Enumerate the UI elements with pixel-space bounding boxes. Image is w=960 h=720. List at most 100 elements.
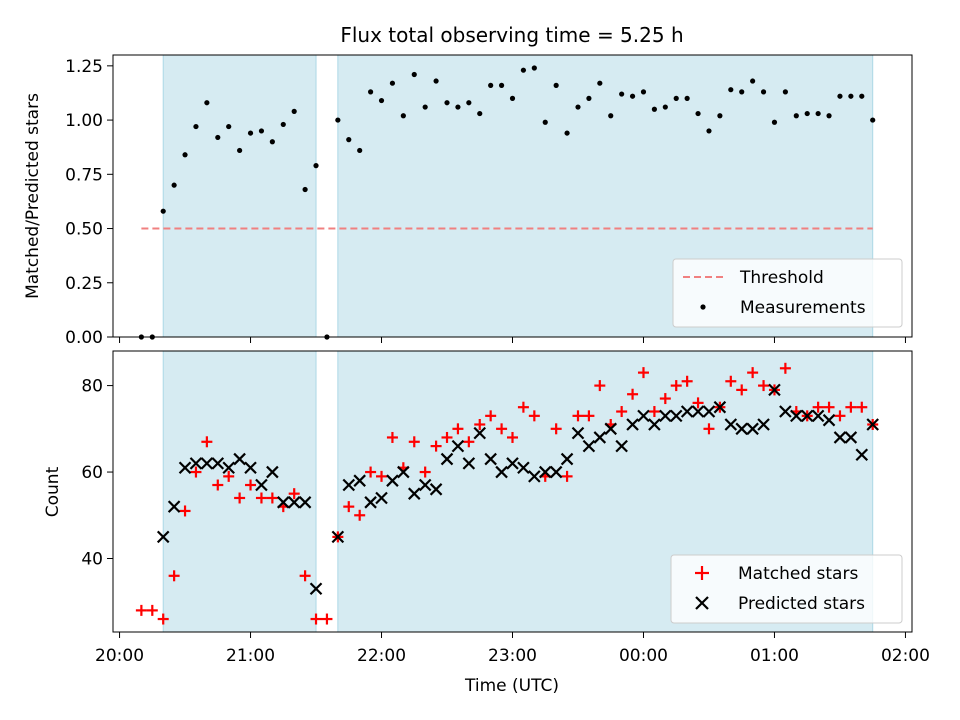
- matched-star-marker: [485, 410, 497, 422]
- measurement-point: [498, 82, 505, 88]
- y-tick-label: 0.25: [65, 274, 103, 294]
- measurement-point: [760, 89, 767, 95]
- matched-star-marker: [856, 401, 868, 413]
- y-tick-label: 1.00: [65, 111, 103, 131]
- measurement-point: [488, 82, 494, 88]
- predicted-star-marker: [484, 452, 497, 466]
- predicted-star-b: [298, 496, 312, 509]
- top-legend-box: [672, 258, 903, 328]
- predicted-star-marker: [473, 426, 487, 440]
- matched-star-marker: [747, 367, 759, 379]
- matched-star-marker: [681, 375, 693, 387]
- predicted-star-marker: [680, 405, 694, 418]
- measurement-point: [280, 121, 286, 128]
- matched-star-marker: [463, 436, 475, 448]
- predicted-star-b: [397, 465, 410, 479]
- predicted-star-marker: [244, 461, 257, 475]
- predicted-star-b: [222, 461, 235, 475]
- measurement-point: [629, 93, 636, 99]
- measurement-point: [739, 89, 745, 95]
- matched-star-marker: [528, 410, 540, 422]
- predicted-star-b: [702, 405, 716, 418]
- predicted-star-b: [648, 418, 661, 431]
- measurement-point: [706, 128, 712, 134]
- matched-star-marker: [452, 423, 464, 435]
- top-y-ticks: 0.00 0.25 0.50 0.75 1.00 1.25: [65, 57, 113, 348]
- measurement-point: [564, 130, 570, 136]
- y-tick-label: 0.75: [65, 165, 103, 185]
- predicted-star-b: [822, 413, 836, 427]
- matched-star-marker: [386, 431, 398, 443]
- predicted-star-marker: [866, 418, 879, 431]
- predicted-star-marker: [211, 457, 225, 470]
- matched-star-marker: [517, 401, 529, 413]
- predicted-star-b: [233, 452, 246, 466]
- matched-star-marker: [637, 367, 649, 379]
- predicted-star-marker: [746, 422, 759, 436]
- predicted-star-b: [768, 383, 781, 397]
- x-tick-label: 23:00: [488, 646, 537, 666]
- predicted-star-b: [866, 418, 879, 431]
- predicted-star-b: [637, 409, 650, 423]
- matched-star-marker: [834, 410, 846, 422]
- measurement-point: [619, 91, 625, 97]
- predicted-star-marker: [844, 431, 858, 444]
- measurement-point: [597, 80, 603, 86]
- matched-star-marker: [627, 388, 639, 400]
- bottom-x-ticks: 20:00 21:00 22:00 23:00 00:00 01:00 02:00: [95, 632, 930, 666]
- measurement-point: [608, 113, 614, 119]
- measurement-point: [237, 147, 243, 154]
- predicted-star-b: [669, 409, 683, 423]
- predicted-stars-legend-label: Predicted stars: [738, 594, 865, 614]
- matched-star-marker: [223, 470, 235, 482]
- measurements-legend-label: Measurements: [740, 298, 866, 318]
- predicted-star-marker: [604, 422, 618, 436]
- predicted-star-marker: [713, 400, 727, 414]
- y-tick-label: 60: [81, 463, 103, 483]
- matched-star-marker: [441, 431, 453, 443]
- matched-star-marker: [157, 613, 169, 625]
- matched-star-marker: [419, 466, 431, 478]
- matched-star-marker: [321, 613, 333, 625]
- predicted-star-b: [659, 409, 672, 423]
- matched-star-marker: [354, 509, 366, 521]
- y-tick-label: 0.00: [65, 328, 103, 348]
- measurement-point: [269, 139, 275, 145]
- measurements-legend-swatch: [700, 304, 706, 310]
- predicted-star-b: [167, 500, 181, 513]
- matched-stars-legend-label: Matched stars: [738, 564, 858, 584]
- predicted-star-marker: [779, 405, 792, 418]
- predicted-star-b: [440, 452, 454, 466]
- measurement-point: [368, 89, 374, 95]
- measurement-point: [542, 119, 548, 125]
- measurement-point: [531, 65, 537, 71]
- matched-star-marker: [779, 362, 791, 374]
- predicted-star-marker: [429, 483, 443, 496]
- bottom-legend-box: [670, 554, 903, 624]
- measurement-point: [182, 152, 188, 158]
- y-tick-label: 1.25: [65, 57, 103, 77]
- top-legend: Threshold Measurements: [672, 258, 903, 328]
- predicted-star-b: [844, 431, 858, 444]
- predicted-star-marker: [626, 418, 639, 431]
- predicted-star-marker: [506, 457, 519, 470]
- predicted-star-b: [779, 405, 792, 418]
- matched-star-marker: [725, 375, 737, 387]
- measurement-point: [193, 123, 199, 130]
- matched-star-marker: [343, 501, 355, 513]
- predicted-star-marker: [495, 465, 508, 479]
- predicted-star-b: [473, 426, 487, 440]
- measurement-point: [466, 100, 472, 106]
- threshold-legend-label: Threshold: [739, 268, 824, 288]
- matched-star-marker: [583, 410, 595, 422]
- top-x-ticks: [119, 337, 906, 343]
- measurement-point: [586, 95, 592, 101]
- predicted-star-marker: [287, 496, 301, 509]
- predicted-star-b: [790, 409, 803, 423]
- predicted-star-b: [528, 470, 541, 483]
- predicted-star-marker: [309, 582, 323, 596]
- predicted-star-b: [538, 465, 552, 479]
- predicted-star-b: [189, 457, 203, 470]
- matched-star-marker: [692, 397, 704, 409]
- measurement-point: [837, 93, 843, 99]
